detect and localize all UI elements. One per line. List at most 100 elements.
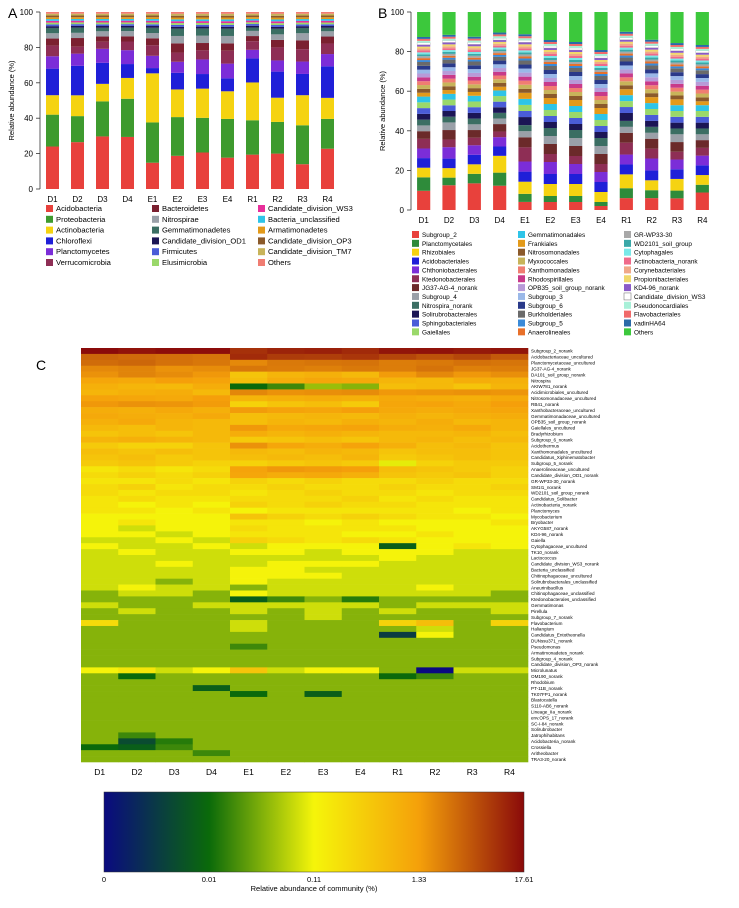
bar-segment [417, 52, 431, 55]
y-axis-label: Relative abundance (%) [378, 70, 387, 151]
bar-segment [196, 74, 209, 89]
bar-segment [46, 45, 59, 57]
bar-segment [670, 62, 684, 65]
heat-cell [416, 679, 454, 686]
heat-cell [267, 424, 305, 432]
bar-segment [594, 92, 608, 96]
heat-cell [341, 608, 380, 615]
legend-swatch [518, 319, 525, 327]
x-tick-label: E1 [148, 195, 158, 204]
heat-cell [453, 625, 492, 633]
heat-cell [341, 424, 380, 432]
heat-cell [416, 631, 454, 639]
heat-cell [118, 442, 156, 449]
bar-segment [569, 164, 583, 174]
bar-segment [594, 12, 608, 50]
bar-segment [645, 198, 659, 210]
heat-cell [490, 395, 529, 402]
bar-segment [518, 64, 532, 69]
bar-segment [196, 28, 209, 36]
row-label: OPB35_soil_group_norank [531, 420, 587, 425]
bar-segment [670, 178, 684, 191]
legend-label: Chloroflexi [56, 236, 92, 245]
legend-label: Candidate_division_WS3 [634, 294, 706, 301]
bar-segment [96, 13, 109, 16]
legend-swatch [518, 257, 525, 265]
bar-segment [442, 51, 456, 54]
heat-cell [155, 691, 194, 698]
bar-segment [569, 42, 583, 44]
bar-segment [417, 108, 431, 114]
heat-cell [490, 495, 529, 503]
heat-cell [155, 377, 194, 384]
heat-cell [118, 460, 156, 467]
bar-segment [467, 130, 481, 138]
bar-segment [46, 26, 59, 28]
heat-cell [453, 472, 492, 479]
heat-cell [81, 620, 119, 627]
bar-segment [493, 56, 507, 61]
heat-cell [416, 389, 454, 396]
heat-cell [118, 395, 156, 402]
bar-segment [46, 24, 59, 27]
heat-cell [453, 608, 492, 615]
heat-cell [267, 442, 305, 449]
heat-cell [453, 572, 492, 579]
row-label: TK07FP1_norank [531, 692, 568, 697]
legend-swatch [412, 266, 419, 274]
bar-segment [518, 161, 532, 172]
heat-cell [379, 395, 417, 402]
heat-cell [453, 395, 492, 402]
heat-cell [304, 424, 343, 432]
heat-cell [453, 643, 492, 650]
bar-segment [619, 69, 633, 74]
heat-cell [490, 631, 529, 639]
x-tick-label: E3 [198, 195, 208, 204]
column-label: R4 [504, 767, 515, 777]
heat-cell [379, 643, 417, 650]
heat-cell [379, 744, 417, 751]
bar-segment [442, 168, 456, 178]
panel-a-label: A [8, 5, 18, 21]
bar-segment [442, 99, 456, 106]
heat-cell [267, 620, 305, 627]
heat-cell [341, 673, 380, 680]
legend-label: Propionibacteriales [634, 276, 688, 283]
heat-cell [453, 744, 492, 751]
bar-segment [594, 164, 608, 172]
bar-segment [594, 52, 608, 54]
bar-segment [569, 68, 583, 72]
heat-cell [155, 436, 194, 443]
heat-cell [341, 389, 380, 396]
legend-swatch [46, 205, 53, 212]
bar-segment [670, 134, 684, 143]
heat-cell [416, 377, 454, 384]
legend-swatch [624, 239, 631, 247]
bar-segment [619, 61, 633, 66]
heat-cell [379, 549, 417, 556]
bar-segment [321, 22, 334, 25]
bar-segment [417, 158, 431, 168]
bar-segment [518, 34, 532, 37]
bar-segment [518, 12, 532, 35]
heat-cell [416, 507, 454, 514]
heat-cell [155, 608, 194, 615]
bar-segment [196, 19, 209, 22]
legend-label: Bacteria_unclassified [268, 215, 340, 224]
bar-segment [442, 12, 456, 35]
heat-cell [230, 744, 268, 751]
heat-cell [155, 365, 194, 372]
heat-cell [416, 655, 454, 662]
bar-segment [221, 63, 234, 79]
legend-label: Ktedonobacterales [422, 276, 475, 283]
heat-cell [267, 643, 305, 650]
bar-segment [594, 68, 608, 70]
bar-segment [670, 95, 684, 100]
heat-cell [155, 519, 194, 526]
heat-cell [304, 732, 343, 739]
bar-segment [417, 113, 431, 120]
heat-cell [341, 407, 380, 414]
bar-segment [594, 120, 608, 126]
heat-cell [118, 555, 156, 562]
bar-segment [121, 98, 134, 137]
